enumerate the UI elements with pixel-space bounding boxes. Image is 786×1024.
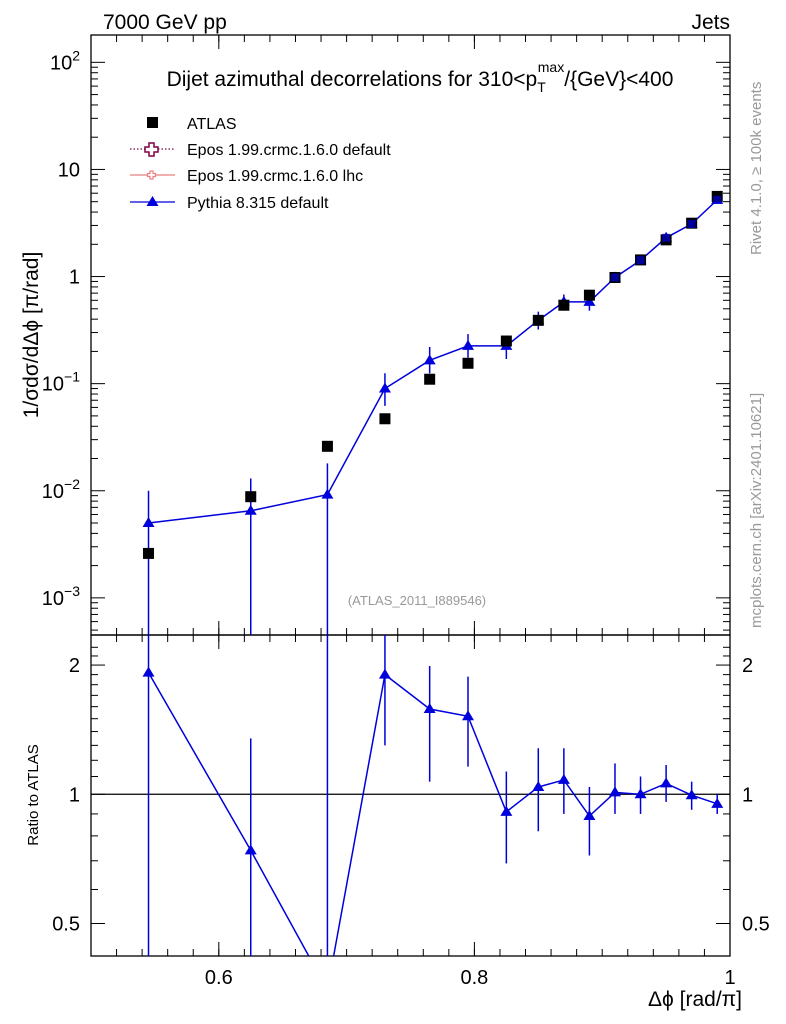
ratio-ytick-label: 1 xyxy=(69,784,80,806)
legend-pythia-marker xyxy=(146,196,159,206)
ratio-pythia-point xyxy=(423,703,436,714)
ratio-xlabel: Δϕ [rad/π] xyxy=(648,988,742,1011)
ratio-xtick-label: 0.6 xyxy=(205,967,233,989)
main-ytick-label: 10−3 xyxy=(42,583,80,610)
main-axis-ticks: 10−3 10−2 10−1 1 10 102 xyxy=(42,35,731,635)
ratio-pythia-point xyxy=(378,668,391,679)
ratio-pythia-point xyxy=(244,844,257,855)
atlas-point xyxy=(500,335,512,347)
ratio-ytick-label-right: 1 xyxy=(742,784,753,806)
pythia-point xyxy=(244,504,257,515)
ratio-ylabel: Ratio to ATLAS xyxy=(25,744,42,845)
atlas-point xyxy=(245,491,257,503)
pythia-overlay-point xyxy=(687,219,696,228)
ratio-ytick-label: 2 xyxy=(69,655,80,677)
legend-pythia-label: Pythia 8.315 default xyxy=(187,195,329,212)
pythia-overlay-point xyxy=(636,256,645,265)
pythia-point xyxy=(583,295,596,306)
atlas-point xyxy=(558,299,570,311)
ratio-ytick-label: 0.5 xyxy=(52,913,80,935)
ratio-axis-ticks: 0.5 0.5 1 1 2 2 0.6 0.8 1 xyxy=(52,635,770,989)
main-ytick-label: 10 xyxy=(58,159,80,181)
legend-epos-default-label: Epos 1.99.crmc.1.6.0 default xyxy=(187,142,391,159)
ratio-pythia-line xyxy=(147,672,718,956)
atlas-point xyxy=(583,289,595,301)
ratio-pythia-point xyxy=(142,666,155,677)
atlas-point xyxy=(379,413,391,425)
ratio-pythia-point xyxy=(660,777,673,788)
ratio-xtick-label: 1 xyxy=(724,967,735,989)
ratio-xtick-label: 0.8 xyxy=(460,967,488,989)
ratio-pythia-point xyxy=(608,786,621,797)
main-title: Dijet azimuthal decorrelations for 310<p… xyxy=(167,59,674,95)
atlas-point xyxy=(424,373,436,385)
ratio-pythia-point xyxy=(462,710,475,721)
legend-epos-default-marker xyxy=(144,142,159,157)
atlas-point xyxy=(321,440,333,452)
pythia-overlay-point xyxy=(662,233,671,242)
ratio-pythia-point xyxy=(634,788,647,799)
pythia-point xyxy=(142,516,155,527)
ratio-pythia-point xyxy=(711,797,724,808)
main-data-layer xyxy=(142,190,724,635)
ratio-ytick-label-right: 2 xyxy=(742,655,753,677)
ratio-ytick-label-right: 0.5 xyxy=(742,913,770,935)
pythia-point xyxy=(321,488,334,499)
atlas-point xyxy=(462,357,474,369)
ratio-pythia-point xyxy=(500,805,513,816)
ratio-pythia-point xyxy=(532,780,545,791)
pythia-overlay-point xyxy=(610,273,619,282)
ratio-pythia-point xyxy=(685,789,698,800)
rivet-watermark: Rivet 4.1.0, ≥ 100k events xyxy=(748,82,765,255)
pythia-point xyxy=(462,339,475,350)
main-ylabel: 1/σdσ/dΔϕ [π/rad] xyxy=(20,252,43,419)
legend-atlas-marker xyxy=(147,117,158,128)
pythia-overlay-point xyxy=(713,195,722,204)
main-ytick-label: 102 xyxy=(50,47,80,74)
mcplots-watermark: mcplots.cern.ch [arXiv:2401.10621] xyxy=(748,393,765,628)
ratio-data-layer xyxy=(142,635,724,956)
pythia-point xyxy=(378,382,391,393)
header-left: 7000 GeV pp xyxy=(103,11,227,34)
ratio-panel-frame xyxy=(90,634,731,957)
header-right: Jets xyxy=(691,11,730,34)
atlas-point xyxy=(143,547,155,559)
main-ytick-label: 1 xyxy=(69,267,80,289)
legend-epos-lhc-marker xyxy=(146,170,157,180)
main-ytick-label: 10−1 xyxy=(42,369,80,396)
legend: ATLAS Epos 1.99.crmc.1.6.0 default Epos … xyxy=(130,116,391,212)
main-ytick-label: 10−2 xyxy=(42,476,80,503)
ratio-pythia-point xyxy=(583,810,596,821)
legend-atlas-label: ATLAS xyxy=(187,116,237,133)
ratio-pythia-point xyxy=(557,773,570,784)
analysis-label: (ATLAS_2011_I889546) xyxy=(348,593,486,608)
atlas-point xyxy=(532,314,544,326)
pythia-point xyxy=(423,354,436,365)
legend-epos-lhc-label: Epos 1.99.crmc.1.6.0 lhc xyxy=(187,168,363,185)
